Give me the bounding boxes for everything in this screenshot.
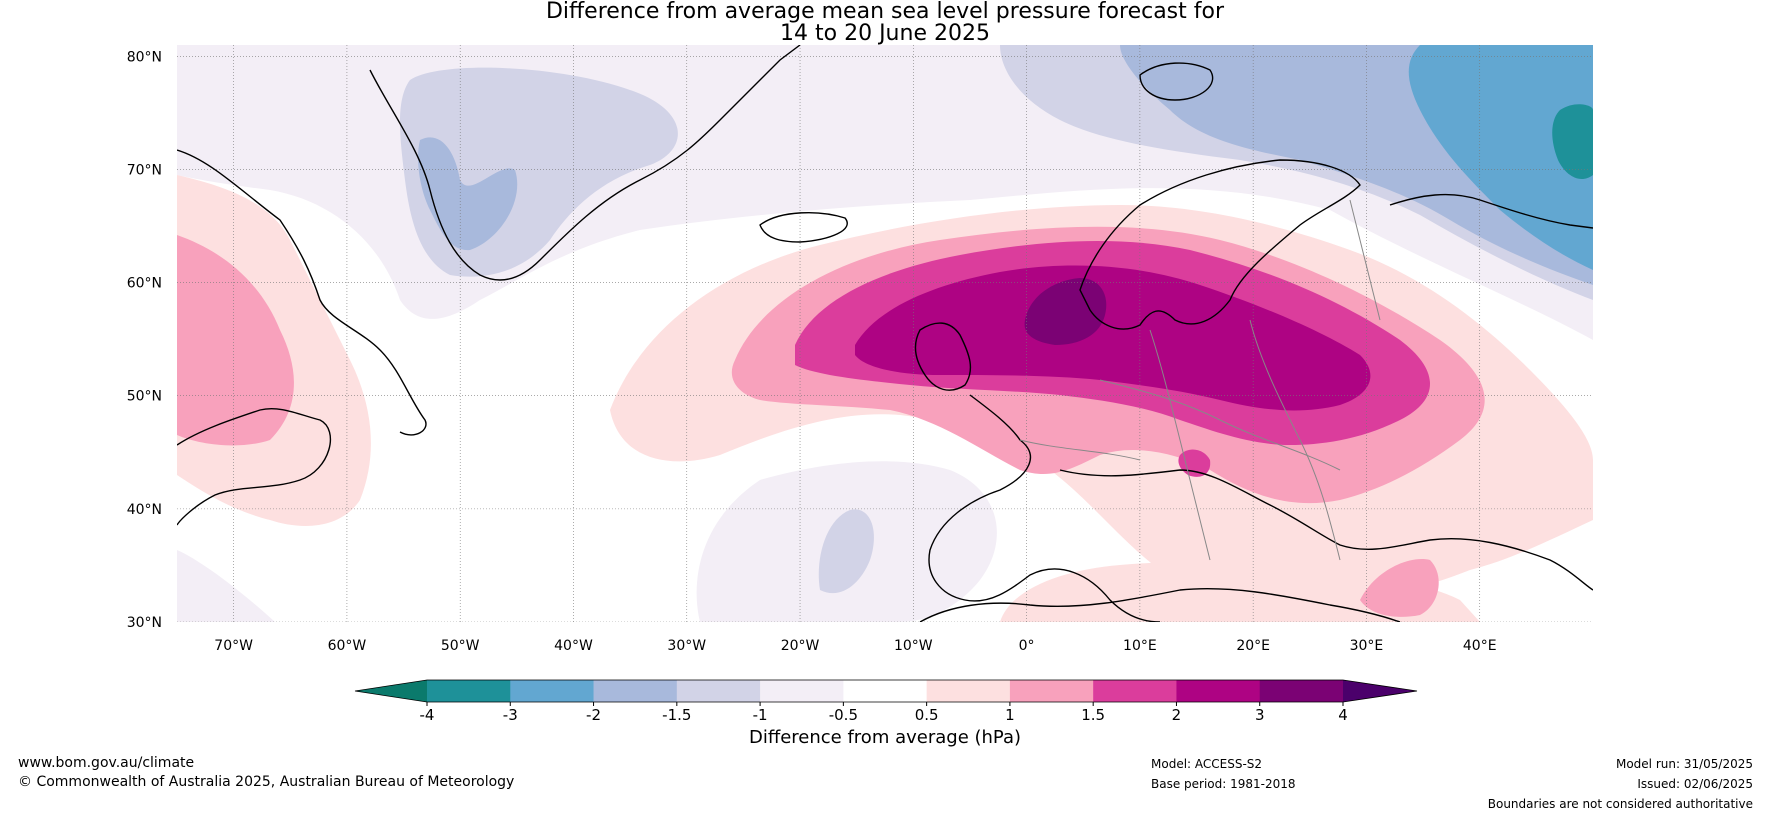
footer-base-period: Base period: 1981-2018 [1151,777,1296,791]
colorbar-band [760,680,844,702]
positive-anomaly-europe-3 [1024,278,1107,345]
colorbar-band [926,680,1011,702]
coast-greenland [369,45,801,281]
colorbar-band [1009,680,1094,702]
longitude-label: 50°W [441,638,480,654]
coast-labrador [177,149,427,436]
footer-copyright: © Commonwealth of Australia 2025, Austra… [18,774,515,790]
longitude-label: 10°E [1123,638,1157,654]
coast-svalbard [1139,62,1214,101]
longitude-label: 20°W [781,638,820,654]
colorbar-tick-label: -1.5 [662,706,691,724]
map-title-line2: 14 to 20 June 2025 [780,21,990,46]
colorbar-band [676,680,761,702]
longitude-labels: 70°W 60°W 50°W 40°W 30°W 20°W 10°W 0° 10°E 20°E 30… [214,638,1496,654]
colorbar-band [427,680,511,702]
positive-anomaly-europe-2 [855,265,1371,411]
map-title-line1: Difference from average mean sea level p… [545,0,1225,24]
longitude-label: 20°E [1236,638,1270,654]
footer-website: www.bom.gov.au/climate [18,755,195,771]
colorbar-tick-label: -3 [503,706,518,724]
coast-europe-main [928,394,1161,622]
longitude-label: 30°W [667,638,706,654]
latitude-label: 30°N [127,615,162,631]
coast-russia-north [1389,193,1593,229]
negative-anomaly-far-southwest [177,550,275,622]
colorbar-extend-low [355,680,427,702]
border-4 [1019,439,1141,461]
longitude-label: 60°W [328,638,367,654]
border-1 [1099,379,1341,471]
latitude-label: 40°N [127,502,162,518]
longitude-label: 40°W [554,638,593,654]
latitude-label: 70°N [127,162,162,178]
colorbar-tick-label: 1.5 [1081,706,1105,724]
footer-model: Model: ACCESS-S2 [1151,757,1263,771]
border-2 [1149,329,1211,561]
latitude-labels: 80°N 70°N 60°N 50°N 40°N 30°N [127,49,162,631]
colorbar-band [843,680,928,702]
negative-anomaly-greenland-inner [418,137,518,251]
longitude-label: 10°W [894,638,933,654]
coastlines [177,45,1593,622]
footer-boundaries: Boundaries are not considered authoritat… [1487,797,1753,811]
latitude-label: 60°N [127,276,162,292]
colorbar-tick-label: -1 [753,706,768,724]
colorbar-tick-label: 3 [1255,706,1265,724]
longitude-label: 70°W [214,638,253,654]
positive-anomaly-west-inner [177,235,294,446]
colorbar-band [1259,680,1344,702]
graticule [177,45,1593,622]
colorbar-band [510,680,595,702]
positive-anomaly-mediterranean [1000,561,1480,622]
country-borders [1019,199,1381,561]
colorbar-title: Difference from average (hPa) [748,727,1022,748]
negative-anomaly-southwest-inner [818,509,874,594]
coast-scandinavia [1079,159,1361,330]
map-plot-area [177,45,1593,622]
latitude-label: 50°N [127,389,162,405]
colorbar-band [1176,680,1261,702]
positive-anomaly-east-med [1360,559,1439,617]
colorbar-tick-label: 1 [1005,706,1015,724]
colorbar-tick-label: 2 [1172,706,1182,724]
colorbar-tick-label: -0.5 [829,706,858,724]
negative-anomaly-northeast-4 [1552,104,1593,180]
coast-africa-north [919,588,1401,622]
footer-issued: Issued: 02/06/2025 [1637,777,1753,791]
coast-canada-east [177,408,331,526]
colorbar-tick-label: 0.5 [915,706,939,724]
colorbar-band [593,680,678,702]
longitude-label: 40°E [1463,638,1497,654]
coast-mediterranean-north [1059,469,1593,591]
colorbar-tick-label: -4 [420,706,435,724]
coast-iceland [759,211,848,243]
footer-model-run: Model run: 31/05/2025 [1615,757,1753,771]
longitude-label: 0° [1019,638,1035,654]
colorbar-extend-high [1343,680,1417,702]
colorbar-tick-label: -2 [586,706,601,724]
coast-uk [914,322,972,391]
latitude-label: 80°N [127,49,162,65]
border-3 [1249,319,1341,561]
colorbar-band [1093,680,1177,702]
negative-anomaly-northeast-3 [1408,45,1593,270]
colorbar: -4 -3 -2 -1.5 -1 -0.5 0.5 1 1.5 2 3 4 [354,679,1418,724]
border-5 [1349,199,1381,321]
longitude-label: 30°E [1350,638,1384,654]
colorbar-tick-label: 4 [1338,706,1348,724]
